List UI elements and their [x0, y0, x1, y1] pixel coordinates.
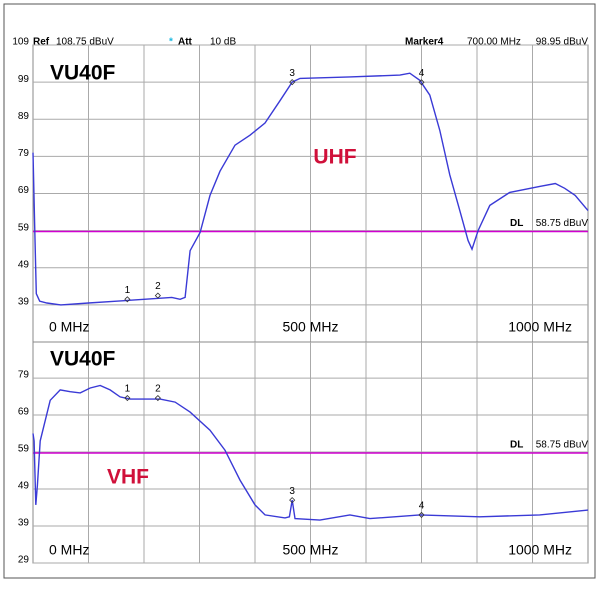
marker — [124, 394, 131, 402]
x-tick-label: 0 MHz — [49, 319, 89, 335]
marker-label: 1 — [125, 285, 131, 296]
y-tick-label: 79 — [18, 370, 30, 381]
marker-level: 98.95 dBuV — [536, 37, 589, 48]
x-tick-label: 1000 MHz — [508, 542, 572, 558]
marker-label: 4 — [419, 68, 425, 79]
y-tick-label: 59 — [18, 222, 30, 233]
marker-label: Marker4 — [405, 37, 444, 48]
display-line-label: DL — [510, 218, 523, 229]
marker — [154, 292, 161, 299]
band-annotation: UHF — [313, 146, 356, 169]
display-line-value: 58.75 dBuV — [536, 440, 589, 451]
att-label: Att — [178, 37, 193, 48]
y-tick-label: 29 — [18, 555, 30, 566]
y-tick-label: 39 — [18, 518, 30, 529]
y-tick-label: 99 — [18, 74, 30, 85]
trace — [32, 72, 589, 306]
att-star: * — [169, 37, 173, 48]
marker — [289, 497, 296, 504]
ref-label: Ref — [33, 37, 50, 48]
marker — [124, 296, 131, 303]
marker — [418, 511, 425, 518]
frame — [3, 3, 596, 579]
marker-label: 3 — [289, 486, 295, 497]
trace — [32, 384, 589, 521]
marker-label: 1 — [125, 384, 131, 395]
y-tick-label: 49 — [18, 481, 30, 492]
x-tick-label: 500 MHz — [282, 542, 338, 558]
marker — [418, 79, 425, 86]
att-value: 10 dB — [210, 37, 236, 48]
display-line-label: DL — [510, 440, 523, 451]
x-tick-label: 500 MHz — [282, 319, 338, 335]
y-tick-label: 69 — [18, 185, 30, 196]
x-tick-label: 1000 MHz — [508, 319, 572, 335]
marker-label: 2 — [155, 281, 161, 292]
y-tick-label: 69 — [18, 407, 30, 418]
chart-title: VU40F — [50, 62, 116, 85]
ref-value: 108.75 dBuV — [56, 37, 114, 48]
marker-label: 4 — [419, 501, 425, 512]
x-tick-label: 0 MHz — [49, 542, 89, 558]
marker-label: 2 — [155, 384, 161, 395]
chart-title: VU40F — [50, 348, 116, 371]
display-line-value: 58.75 dBuV — [536, 218, 589, 229]
marker-label: 3 — [289, 68, 295, 79]
band-annotation: VHF — [107, 466, 149, 489]
y-tick-label: 49 — [18, 259, 30, 270]
marker — [289, 79, 296, 86]
marker — [154, 394, 161, 402]
y-tick-label: 39 — [18, 297, 30, 308]
y-tick-label: 109 — [12, 37, 29, 48]
y-tick-label: 59 — [18, 444, 30, 455]
y-tick-label: 79 — [18, 148, 30, 159]
marker-freq: 700.00 MHz — [467, 37, 521, 48]
y-tick-label: 89 — [18, 111, 30, 122]
